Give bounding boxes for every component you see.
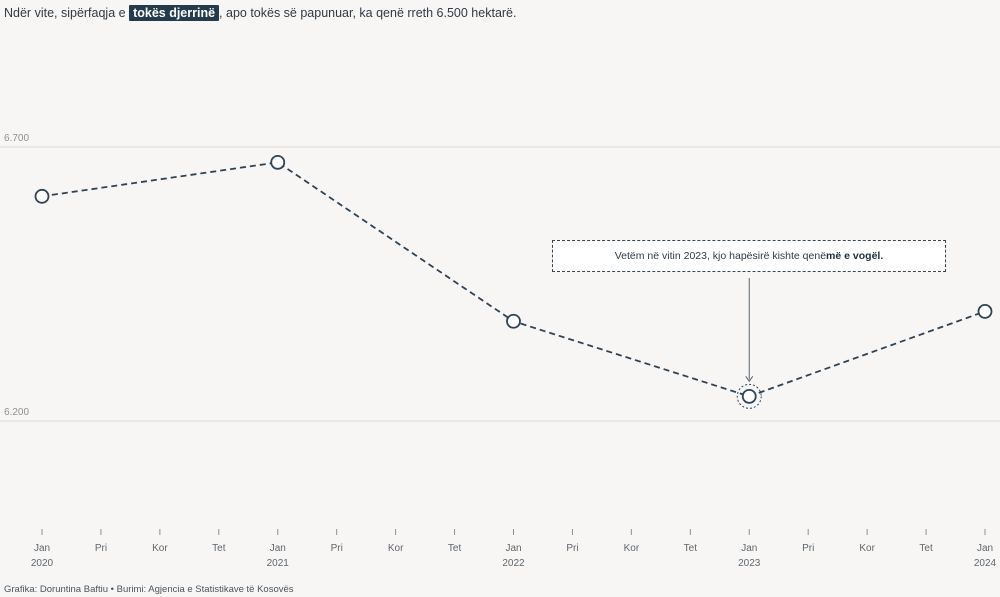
x-tick-label: Pri: [802, 543, 814, 554]
x-tick-label: Jan: [505, 543, 521, 554]
x-tick-label: Jan: [34, 543, 50, 554]
x-tick-label: Jan: [741, 543, 757, 554]
data-point: [506, 313, 521, 329]
grid-layer: [0, 146, 1000, 422]
annotation-bold-text: më e vogël.: [826, 250, 884, 262]
title-highlight: tokës djerrinë: [129, 5, 220, 21]
y-tick-label: 6.700: [4, 133, 29, 144]
x-tick-label: Tet: [212, 543, 226, 554]
x-tick-label: Pri: [95, 543, 107, 554]
x-tick-year-label: 2020: [31, 558, 54, 569]
x-tick-label: Tet: [919, 543, 933, 554]
x-tick-label: Jan: [977, 543, 993, 554]
x-tick-label: Kor: [388, 543, 404, 554]
title-post: , apo tokës së papunuar, ka qenë rreth 6…: [219, 6, 517, 20]
x-tick-year-label: 2024: [974, 558, 997, 569]
x-tick-label: Tet: [448, 543, 462, 554]
annotation-box: Vetëm në vitin 2023, kjo hapësirë kishte…: [552, 240, 946, 272]
chart-title: Ndër vite, sipërfaqja e tokës djerrinë, …: [4, 5, 517, 21]
annotation-text: Vetëm në vitin 2023, kjo hapësirë kishte…: [614, 250, 827, 262]
data-point: [34, 188, 50, 204]
title-pre: Ndër vite, sipërfaqja e: [4, 6, 130, 20]
x-tick-label: Kor: [152, 543, 168, 554]
x-tick-year-label: 2023: [738, 558, 761, 569]
annotation-arrow-head: [745, 376, 754, 383]
source-credit: Grafika: Doruntina Baftiu • Burimi: Agje…: [4, 584, 294, 595]
y-tick-label: 6.200: [4, 407, 29, 418]
x-tick-label: Kor: [624, 543, 640, 554]
x-tick-year-label: 2022: [502, 558, 525, 569]
x-tick-label: Pri: [331, 543, 343, 554]
x-tick-label: Tet: [684, 543, 698, 554]
series-line: [41, 161, 986, 398]
highlight-ring: [736, 383, 762, 409]
series-point-layer: [34, 154, 993, 409]
data-point: [741, 388, 757, 404]
x-tick-year-label: 2021: [267, 558, 290, 569]
x-tick-label: Jan: [270, 543, 286, 554]
y-axis: 6.700 6.200: [4, 133, 29, 418]
x-tick-label: Pri: [566, 543, 578, 554]
series-line-layer: [41, 161, 986, 398]
x-axis: Jan 2020 Pri Kor Tet Jan 2021 Pri Kor Tet Jan 2022 P…: [31, 529, 997, 569]
x-tick-label: Kor: [859, 543, 875, 554]
data-point: [977, 303, 993, 319]
data-point: [270, 154, 286, 170]
annotation-arrow-layer: [745, 278, 754, 383]
